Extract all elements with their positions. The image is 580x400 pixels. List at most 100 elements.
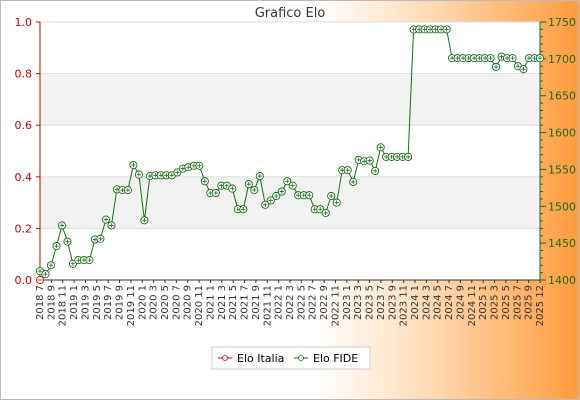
fide-point-cross [334, 200, 339, 205]
fide-point-cross [246, 181, 251, 187]
fide-point-cross [488, 55, 493, 61]
x-tick-label: 2024 9 [455, 285, 466, 320]
fide-point-cross [59, 223, 65, 228]
fide-point-cross [224, 183, 230, 188]
fide-point-cross [169, 173, 175, 178]
plot-band [40, 73, 540, 126]
left-tick-label: 1.0 [15, 16, 33, 29]
fide-point-cross [372, 168, 378, 174]
fide-point-cross [186, 165, 191, 170]
x-tick-label: 2024 11 [467, 285, 478, 326]
x-tick-label: 2023 3 [353, 285, 364, 320]
legend: Elo Italia Elo FIDE [211, 346, 371, 370]
fide-point-cross [142, 218, 147, 223]
x-tick-label: 2020 9 [183, 285, 194, 320]
legend-italia-label: Elo Italia [237, 352, 284, 365]
x-tick-label: 2019 7 [103, 285, 114, 320]
fide-point-cross [252, 187, 257, 193]
right-tick-label: 1650 [548, 90, 576, 103]
right-tick-label: 1500 [548, 200, 576, 213]
x-tick-label: 2020 3 [149, 285, 160, 320]
right-tick-label: 1750 [548, 16, 576, 29]
fide-point-cross [345, 167, 350, 173]
right-tick-label: 1400 [548, 274, 576, 287]
plot-area [40, 22, 540, 280]
right-tick-label: 1600 [548, 127, 576, 140]
right-tick-label: 1700 [548, 53, 576, 66]
fide-point-cross [444, 27, 449, 32]
fide-point-cross [499, 54, 504, 59]
x-tick-label: 2022 7 [308, 285, 319, 320]
fide-point-cross [197, 163, 202, 168]
x-tick-label: 2025 5 [501, 285, 512, 320]
series-layer [35, 25, 545, 285]
left-tick-label: 0.6 [15, 119, 33, 132]
x-tick-label: 2021 1 [205, 285, 216, 320]
fide-point-cross [493, 64, 499, 70]
fide-point-cross [114, 187, 120, 192]
x-tick-label: 2022 5 [296, 285, 307, 320]
chart-title: Grafico Elo [255, 6, 326, 21]
x-tick-label: 2024 7 [444, 285, 455, 320]
fide-point-cross [48, 263, 54, 268]
fide-point-cross [131, 162, 136, 168]
x-tick-label: 2022 1 [274, 285, 285, 320]
fide-point-cross [279, 189, 284, 194]
fide-point-cross [361, 159, 367, 164]
fide-point-cross [213, 190, 219, 196]
x-tick-label: 2025 12 [535, 285, 546, 326]
x-tick-label: 2024 1 [410, 285, 421, 320]
x-tick-label: 2023 7 [376, 285, 387, 320]
x-tick-label: 2021 11 [262, 285, 273, 326]
fide-point-cross [323, 210, 328, 216]
fide-point-cross [285, 179, 290, 184]
fide-point-cross [180, 166, 186, 171]
x-tick-label: 2022 11 [330, 285, 341, 326]
left-tick-label: 0.2 [15, 222, 33, 235]
right-tick-label: 1450 [548, 237, 576, 250]
x-tick-label: 2025 1 [478, 285, 489, 320]
fide-point-cross [329, 193, 334, 199]
x-tick-label: 2022 9 [319, 285, 330, 320]
fide-point-cross [510, 55, 515, 61]
x-tick-label: 2018 9 [46, 285, 57, 320]
x-tick-label: 2020 11 [194, 285, 205, 326]
x-tick-label: 2020 5 [160, 285, 171, 320]
x-tick-label: 2023 9 [387, 285, 398, 320]
fide-point-cross [54, 243, 59, 249]
fide-point-cross [307, 193, 312, 198]
x-tick-label: 2021 9 [251, 285, 262, 320]
fide-point-cross [92, 237, 98, 242]
legend-italia-marker [222, 355, 228, 361]
fide-point-cross [515, 64, 521, 69]
left-tick-label: 0.4 [15, 171, 33, 184]
fide-point-cross [230, 186, 235, 191]
x-tick-label: 2018 11 [58, 285, 69, 326]
x-tick-label: 2019 11 [126, 285, 137, 326]
x-tick-label: 2025 9 [524, 285, 535, 320]
x-tick-label: 2018 7 [35, 285, 46, 320]
fide-point-cross [87, 257, 92, 263]
fide-point-cross [378, 145, 383, 150]
fide-point-cross [521, 66, 526, 72]
fide-point-cross [367, 158, 372, 163]
fide-point-cross [405, 154, 411, 160]
fide-point-cross [43, 271, 48, 277]
fide-point-cross [350, 179, 356, 185]
x-tick-label: 2023 11 [399, 285, 410, 326]
fide-point-cross [147, 173, 153, 179]
x-tick-label: 2019 1 [69, 285, 80, 320]
fide-point-cross [318, 207, 323, 212]
fide-point-cross [65, 239, 70, 244]
fide-point-cross [274, 193, 279, 199]
x-tick-label: 2019 5 [92, 285, 103, 320]
x-tick-label: 2022 3 [285, 285, 296, 320]
left-axis-ticks: 0.0 0.2 0.4 0.6 0.8 1.0 [15, 16, 40, 287]
right-tick-label: 1550 [548, 163, 576, 176]
x-tick-label: 2025 3 [490, 285, 501, 320]
fide-point-cross [241, 207, 246, 212]
x-tick-label: 2025 7 [512, 285, 523, 320]
x-tick-label: 2023 5 [365, 285, 376, 320]
x-tick-label: 2024 3 [421, 285, 432, 320]
